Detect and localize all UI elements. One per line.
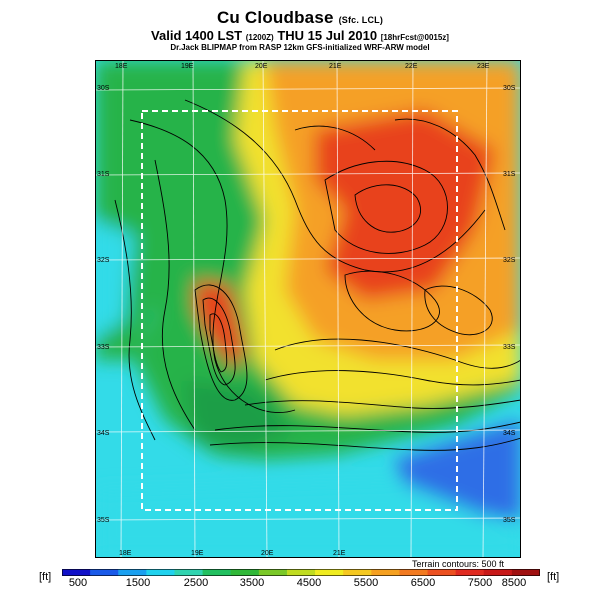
colorbar-tick: 4500 [296, 577, 322, 589]
title-suffix: (Sfc. LCL) [338, 15, 384, 25]
chart-title: Cu Cloudbase (Sfc. LCL) [0, 8, 600, 28]
colorbar-tick: 6500 [410, 577, 436, 589]
colorbar-tick: 8500 [501, 577, 527, 589]
lon-label-top: 22E [405, 63, 418, 70]
map-frame [95, 60, 521, 558]
cloudbase-map: 18E 19E 20E 21E 22E 23E 18E 19E 20E 21E … [95, 60, 521, 558]
lat-label-right: 33S [503, 344, 516, 351]
lon-label-bottom: 20E [261, 550, 274, 557]
lat-label-left: 31S [97, 171, 110, 178]
title-text: Cu Cloudbase [216, 8, 334, 27]
colorbar-tick: 3500 [239, 577, 265, 589]
colorbar-tick: 7500 [467, 577, 493, 589]
inner-domain-box [141, 110, 458, 511]
colorbar-swatch [315, 569, 344, 576]
valid-date: THU 15 Jul 2010 [277, 28, 378, 43]
lon-label-bottom: 21E [333, 550, 346, 557]
valid-code: (1200Z) [245, 33, 274, 42]
colorbar-swatch [483, 569, 513, 576]
colorbar-tick: 1500 [125, 577, 151, 589]
colorbar-swatch [230, 569, 260, 576]
lon-label-top: 21E [329, 63, 342, 70]
lat-label-left: 34S [97, 430, 110, 437]
lat-label-right: 31S [503, 171, 516, 178]
colorbar-tick: 2500 [183, 577, 209, 589]
valid-forecast: [18hrFcst@0015z] [380, 33, 449, 42]
colorbar-swatch [371, 569, 400, 576]
colorbar-tick: 5500 [353, 577, 379, 589]
colorbar-swatch [258, 569, 288, 576]
colorbar-swatch [202, 569, 232, 576]
lat-label-right: 35S [503, 517, 516, 524]
colorbar-unit-left: [ft] [39, 571, 52, 583]
lat-label-right: 30S [503, 85, 516, 92]
graticule [95, 60, 521, 558]
colorbar-swatch [174, 569, 204, 576]
colorbar-swatch [343, 569, 372, 576]
colorbar-swatch [427, 569, 457, 576]
lat-label-left: 30S [97, 85, 110, 92]
colorbar-swatch [286, 569, 316, 576]
colorbar [62, 569, 540, 576]
colorbar-swatch [90, 569, 119, 576]
colorbar-unit-right: [ft] [547, 571, 560, 583]
lon-label-top: 18E [115, 63, 128, 70]
lat-label-right: 34S [503, 430, 516, 437]
colorbar-swatch [455, 569, 485, 576]
valid-line: Valid 1400 LST [151, 28, 243, 43]
lon-label-bottom: 19E [191, 550, 204, 557]
colorbar-swatch [511, 569, 540, 576]
colorbar-frame [62, 569, 540, 576]
lat-label-left: 33S [97, 344, 110, 351]
terrain-contours [114, 99, 521, 451]
colorbar-tick: 500 [68, 577, 88, 589]
colorbar-swatch [62, 569, 91, 576]
lat-label-left: 35S [97, 517, 110, 524]
valid-time: Valid 1400 LST (1200Z) THU 15 Jul 2010 [… [0, 28, 600, 43]
colorbar-swatch [118, 569, 147, 576]
colorbar-swatch [146, 569, 175, 576]
lon-label-bottom: 18E [119, 550, 132, 557]
lat-label-right: 32S [503, 257, 516, 264]
lon-label-top: 20E [255, 63, 268, 70]
graticule-labels: 18E 19E 20E 21E 22E 23E 18E 19E 20E 21E … [97, 63, 516, 557]
lat-label-left: 32S [97, 257, 110, 264]
lon-label-top: 23E [477, 63, 490, 70]
model-credit: Dr.Jack BLIPMAP from RASP 12km GFS-initi… [170, 43, 430, 52]
terrain-contour-note: Terrain contours: 500 ft [411, 559, 504, 569]
lon-label-top: 19E [181, 63, 194, 70]
colorbar-swatch [399, 569, 429, 576]
